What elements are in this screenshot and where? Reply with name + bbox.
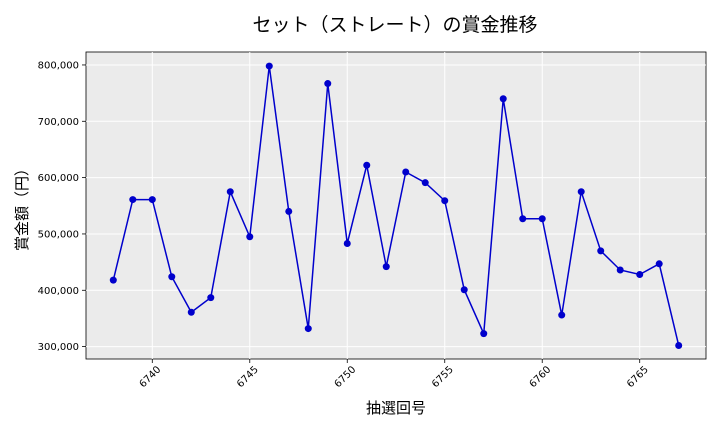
data-point [168, 273, 176, 281]
data-point [148, 196, 156, 204]
x-tick-label: 6760 [528, 364, 554, 390]
data-point [109, 276, 117, 284]
x-tick-label: 6740 [138, 364, 164, 390]
x-tick-label: 6765 [625, 364, 651, 390]
data-point [460, 286, 468, 294]
data-point [636, 271, 644, 279]
plot-area [85, 51, 707, 360]
data-point [558, 311, 566, 319]
series-group [109, 62, 683, 349]
data-point [519, 215, 527, 223]
data-point [363, 161, 371, 169]
y-tick-label: 500,000 [38, 229, 79, 240]
data-point [265, 62, 273, 70]
data-point [187, 308, 195, 316]
data-point [480, 330, 488, 338]
data-point [285, 207, 293, 215]
y-tick-label: 600,000 [38, 173, 79, 184]
data-point [324, 80, 332, 88]
y-tick-label: 300,000 [38, 342, 79, 353]
data-point [577, 188, 585, 196]
data-point [226, 188, 234, 196]
x-tick-label: 6745 [235, 364, 261, 390]
data-point [343, 240, 351, 248]
data-point [597, 247, 605, 255]
y-axis: 300,000 400,000 500,000 600,000 700,000 800,0… [38, 60, 86, 353]
x-axis: 6740 6745 6750 6755 6760 6765 [138, 359, 651, 390]
data-point [499, 95, 507, 103]
data-point [402, 168, 410, 176]
data-point [304, 325, 312, 333]
data-point [246, 233, 254, 241]
x-tick-label: 6755 [430, 364, 456, 390]
y-tick-label: 700,000 [38, 117, 79, 128]
data-point [675, 341, 683, 349]
data-point [655, 260, 663, 268]
y-tick-label: 400,000 [38, 286, 79, 297]
x-tick-label: 6750 [333, 364, 359, 390]
y-tick-label: 800,000 [38, 60, 79, 71]
data-point [207, 294, 215, 302]
series-line [112, 65, 680, 346]
x-axis-label: 抽選回号 [366, 399, 426, 417]
data-point [538, 215, 546, 223]
data-point [129, 196, 137, 204]
data-point [616, 266, 624, 274]
y-axis-label: 賞金額（円） [13, 161, 31, 251]
chart-title: セット（ストレート）の賞金推移 [252, 14, 537, 36]
data-point [421, 179, 429, 187]
data-point [441, 197, 449, 205]
grid-lines [86, 52, 706, 359]
data-point [382, 263, 390, 271]
